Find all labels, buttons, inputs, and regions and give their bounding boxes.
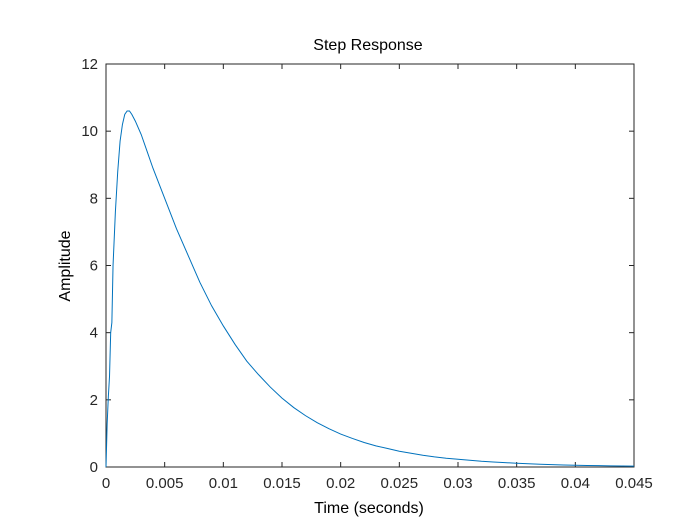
- x-tick-label: 0.025: [381, 475, 419, 492]
- y-tick-label: 12: [81, 56, 98, 73]
- x-tick-label: 0.01: [209, 475, 238, 492]
- x-axis-ticks: 0 0.005 0.01 0.015 0.02 0.025 0.03 0.035 0.04 0.0…: [102, 64, 653, 492]
- x-tick-label: 0.045: [615, 475, 653, 492]
- y-tick-label: 4: [90, 325, 98, 342]
- series-line-step-response: [105, 110, 635, 468]
- y-axis-label: Amplitude: [57, 230, 74, 301]
- plot-axes: 0 0.005 0.01 0.015 0.02 0.025 0.03 0.035 0.04 0.0…: [81, 56, 652, 492]
- x-tick-label: 0.02: [326, 475, 355, 492]
- x-tick-label: 0.03: [443, 475, 472, 492]
- x-tick-label: 0: [102, 475, 110, 492]
- y-tick-label: 2: [90, 392, 98, 409]
- plot-area: [105, 63, 635, 468]
- x-tick-label: 0.04: [561, 475, 590, 492]
- y-tick-label: 8: [90, 190, 98, 207]
- y-tick-label: 10: [81, 123, 98, 140]
- y-tick-label: 6: [90, 258, 98, 275]
- x-tick-label: 0.015: [263, 475, 301, 492]
- chart-title: Step Response: [313, 37, 423, 54]
- x-tick-label: 0.035: [498, 475, 536, 492]
- x-axis-label: Time (seconds): [314, 500, 424, 517]
- y-axis-ticks: 0 2 4 6 8 10 12: [81, 56, 634, 476]
- y-tick-label: 0: [90, 459, 98, 476]
- x-tick-label: 0.005: [146, 475, 184, 492]
